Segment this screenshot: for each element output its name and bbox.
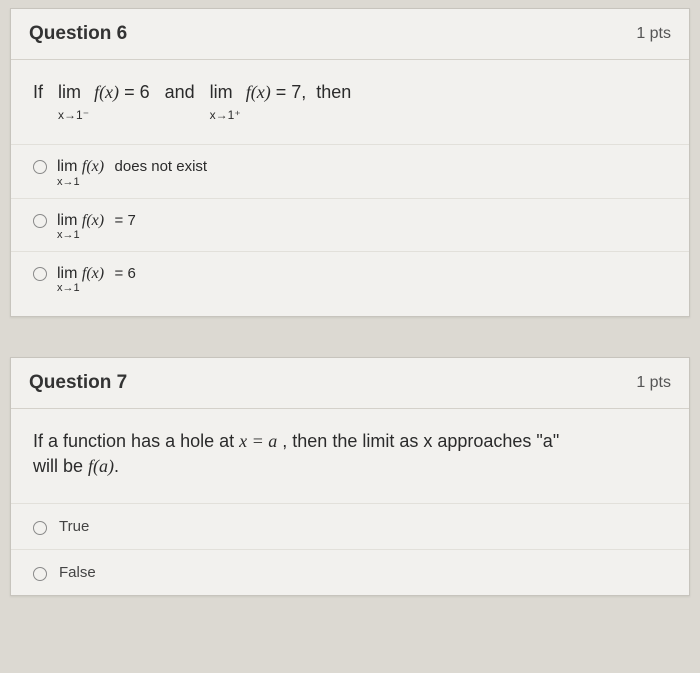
- q7-text-1: If a function has a hole at: [33, 431, 239, 451]
- opt1-tail: does not exist: [115, 158, 208, 175]
- radio-icon: [33, 160, 47, 174]
- q7-text-2b: .: [114, 456, 119, 476]
- q6-option-3-content: lim f(x) = 6 x→1: [57, 264, 136, 294]
- radio-icon: [33, 267, 47, 281]
- q7-option-false[interactable]: False: [11, 549, 689, 595]
- opt2-sub: x→1: [57, 229, 136, 241]
- lim-label-left: lim: [58, 82, 81, 102]
- question-6-prompt: If lim x→1⁻ f(x) = 6 and lim x→1⁺ f(x) =…: [33, 80, 667, 130]
- fx-right: f(x): [246, 82, 271, 102]
- question-7-card: Question 7 1 pts If a function has a hol…: [10, 357, 690, 596]
- and-word: and: [165, 82, 195, 102]
- opt3-fx: f(x): [82, 265, 104, 282]
- question-7-header: Question 7 1 pts: [11, 358, 689, 409]
- q6-option-1[interactable]: lim f(x) does not exist x→1: [11, 144, 689, 197]
- q7-math-1: x = a: [239, 431, 277, 451]
- q7-false-label: False: [59, 564, 96, 581]
- question-7-prompt: If a function has a hole at x = a , then…: [33, 429, 667, 479]
- question-6-card: Question 6 1 pts If lim x→1⁻ f(x) = 6 an…: [10, 8, 690, 317]
- eq6: = 6: [124, 82, 150, 102]
- question-6-points: 1 pts: [636, 25, 671, 43]
- q6-option-2-content: lim f(x) = 7 x→1: [57, 211, 136, 241]
- q7-true-label: True: [59, 518, 89, 535]
- q6-option-3[interactable]: lim f(x) = 6 x→1: [11, 251, 689, 316]
- q7-option-true[interactable]: True: [11, 503, 689, 549]
- question-7-points: 1 pts: [636, 374, 671, 392]
- q7-text-1b: , then the limit as x approaches "a": [277, 431, 559, 451]
- opt3-sub: x→1: [57, 282, 136, 294]
- eq7: = 7,: [276, 82, 307, 102]
- radio-icon: [33, 214, 47, 228]
- question-7-body: If a function has a hole at x = a , then…: [11, 409, 689, 503]
- prompt-if: If: [33, 82, 43, 102]
- radio-icon: [33, 521, 47, 535]
- question-6-title: Question 6: [29, 23, 127, 45]
- q7-text-2a: will be: [33, 456, 88, 476]
- question-6-header: Question 6 1 pts: [11, 9, 689, 60]
- lim-label-right: lim: [210, 82, 233, 102]
- q6-option-2[interactable]: lim f(x) = 7 x→1: [11, 198, 689, 251]
- q6-option-1-content: lim f(x) does not exist x→1: [57, 157, 207, 187]
- opt1-lim: lim: [57, 158, 77, 175]
- then-word: then: [316, 82, 351, 102]
- fx-left: f(x): [94, 82, 119, 102]
- opt3-tail: = 6: [115, 265, 136, 282]
- lim-sub-left: x→1⁻: [58, 108, 89, 122]
- opt3-lim: lim: [57, 265, 77, 282]
- opt2-fx: f(x): [82, 212, 104, 229]
- q7-math-2: f(a): [88, 456, 114, 476]
- lim-sub-right: x→1⁺: [210, 108, 241, 122]
- radio-icon: [33, 567, 47, 581]
- opt2-tail: = 7: [115, 212, 136, 229]
- opt1-fx: f(x): [82, 158, 104, 175]
- opt2-lim: lim: [57, 212, 77, 229]
- question-6-body: If lim x→1⁻ f(x) = 6 and lim x→1⁺ f(x) =…: [11, 60, 689, 144]
- question-7-title: Question 7: [29, 372, 127, 394]
- opt1-sub: x→1: [57, 176, 207, 188]
